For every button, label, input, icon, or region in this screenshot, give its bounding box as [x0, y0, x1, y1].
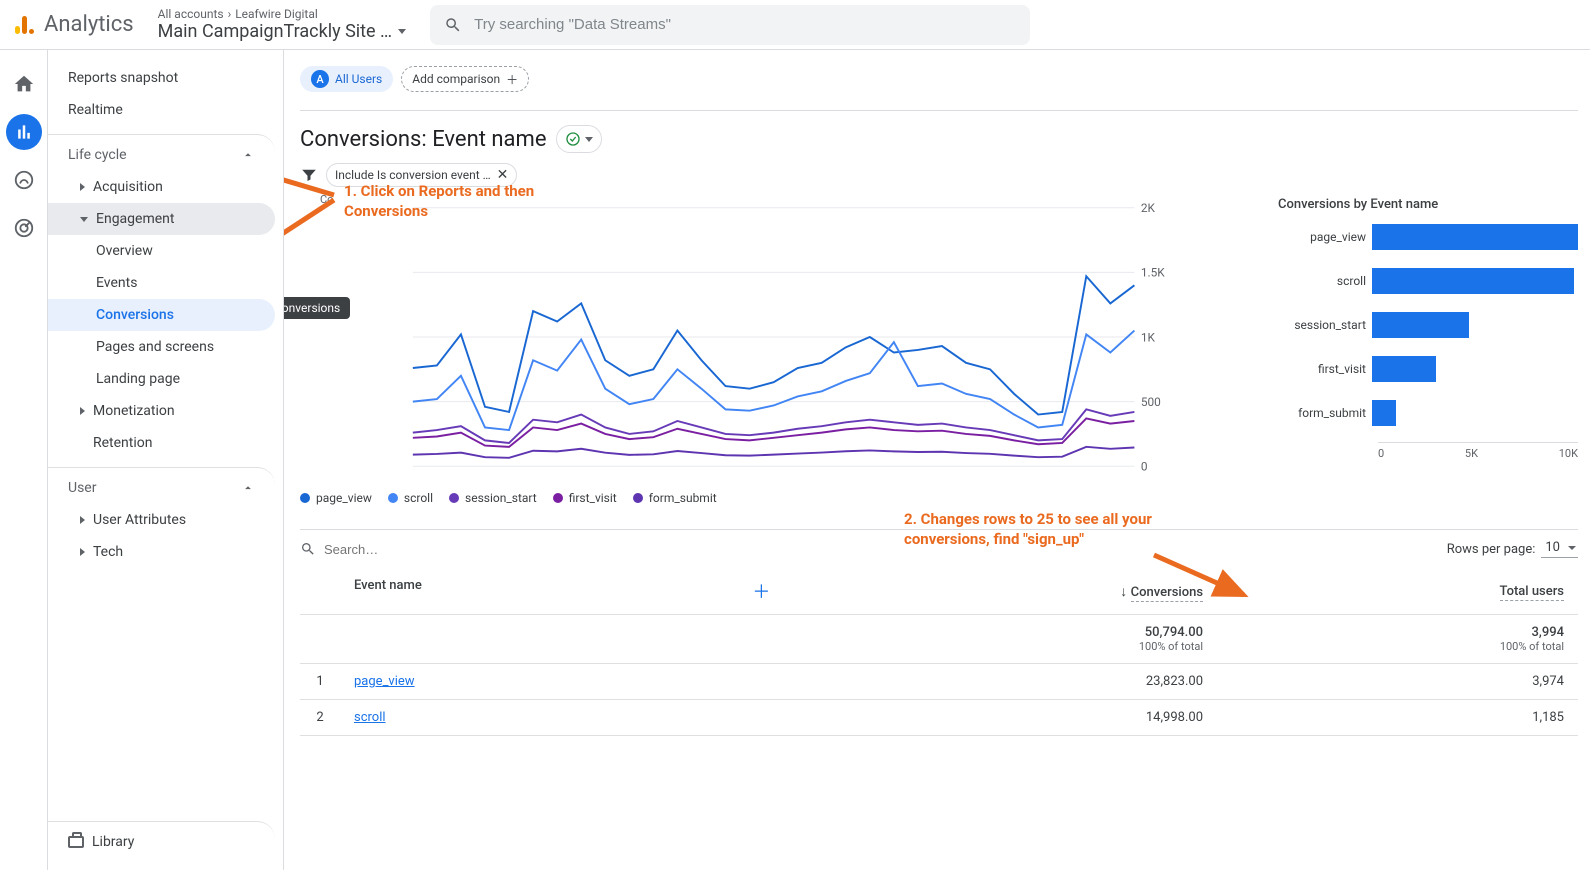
library-icon — [68, 836, 84, 848]
filter-text: Include Is conversion event … — [335, 168, 491, 182]
rail-explore-icon[interactable] — [6, 162, 42, 198]
rail-home-icon[interactable] — [6, 66, 42, 102]
close-icon[interactable]: ✕ — [497, 167, 509, 183]
line-chart: 2K 1.5K 1K 500 0 — [300, 197, 1258, 477]
nav-realtime[interactable]: Realtime — [48, 94, 275, 126]
expand-icon — [80, 548, 85, 556]
expand-icon — [80, 516, 85, 524]
th-event[interactable]: Event name ＋ — [340, 568, 784, 615]
checkmark-dropdown[interactable] — [556, 125, 602, 153]
bar-scroll[interactable]: scroll — [1278, 266, 1578, 296]
expand-icon — [80, 407, 85, 415]
nav-acquisition[interactable]: Acquisition — [48, 171, 275, 203]
nav-monetization[interactable]: Monetization — [48, 395, 275, 427]
bar-chart: page_view scroll session_start first_vis… — [1278, 222, 1578, 428]
bar-chart-axis: 05K10K — [1378, 442, 1578, 460]
svg-text:2K: 2K — [1141, 201, 1156, 215]
th-users[interactable]: Total users — [1217, 568, 1578, 615]
search-icon — [300, 541, 316, 557]
nav-section-lifecycle[interactable]: Life cycle — [48, 134, 275, 171]
filter-icon[interactable] — [300, 166, 318, 184]
rows-per-page-value[interactable]: 10 — [1541, 540, 1578, 558]
global-search[interactable] — [430, 5, 1030, 45]
table-search-input[interactable] — [324, 542, 544, 557]
page-title: Conversions: Event name — [300, 127, 546, 152]
rail-reports-icon[interactable] — [6, 114, 42, 150]
event-link[interactable]: scroll — [354, 710, 386, 725]
global-search-input[interactable] — [474, 16, 1016, 33]
table-row[interactable]: 2 scroll 14,998.00 1,185 — [300, 700, 1578, 736]
nav-tech[interactable]: Tech — [48, 536, 275, 568]
legend-item-scroll[interactable]: scroll — [388, 491, 433, 505]
nav-user-attributes[interactable]: User Attributes — [48, 504, 275, 536]
totals-row: 50,794.00100% of total 3,994100% of tota… — [300, 615, 1578, 664]
search-icon — [444, 16, 462, 34]
dropdown-caret-icon — [585, 137, 593, 142]
bar-form_submit[interactable]: form_submit — [1278, 398, 1578, 428]
nav-section-user-label: User — [68, 480, 96, 496]
nav-retention[interactable]: Retention — [48, 427, 275, 459]
account-breadcrumb[interactable]: All accounts › Leafwire Digital — [158, 7, 406, 21]
table-row[interactable]: 1 page_view 23,823.00 3,974 — [300, 664, 1578, 700]
th-conversions[interactable]: ↓ Conversions — [784, 568, 1217, 615]
account-name-text: Main CampaignTrackly Site … — [158, 21, 392, 42]
brand-name: Analytics — [44, 12, 134, 37]
svg-text:500: 500 — [1141, 395, 1161, 409]
chevron-right-icon: › — [228, 7, 232, 21]
svg-text:1.5K: 1.5K — [1141, 266, 1165, 280]
chip-add-comparison[interactable]: Add comparison ＋ — [401, 66, 529, 92]
collapse-icon — [80, 217, 88, 222]
legend-item-session_start[interactable]: session_start — [449, 491, 537, 505]
svg-text:1K: 1K — [1141, 330, 1156, 344]
bar-first_visit[interactable]: first_visit — [1278, 354, 1578, 384]
filter-pill[interactable]: Include Is conversion event … ✕ — [326, 163, 517, 187]
nav-engagement[interactable]: Engagement — [48, 203, 275, 235]
analytics-logo-icon — [12, 13, 36, 37]
nav-landing-page[interactable]: Landing page — [48, 363, 275, 395]
nav-pages-screens[interactable]: Pages and screens — [48, 331, 275, 363]
account-child[interactable]: Leafwire Digital — [235, 7, 318, 21]
chip-letter-a: A — [311, 70, 329, 88]
checkmark-circle-icon — [565, 131, 581, 147]
rows-per-page[interactable]: Rows per page: 10 — [1447, 540, 1578, 558]
expand-icon — [80, 183, 85, 191]
nav-section-user[interactable]: User — [48, 467, 275, 504]
dropdown-caret-icon — [398, 29, 406, 34]
nav-library[interactable]: Library — [48, 821, 275, 858]
rail-advertising-icon[interactable] — [6, 210, 42, 246]
nav-overview[interactable]: Overview — [48, 235, 275, 267]
axis-corner-label: Co — [320, 193, 333, 206]
event-link[interactable]: page_view — [354, 674, 415, 689]
nav-reports-snapshot[interactable]: Reports snapshot — [48, 62, 275, 94]
chip-all-users[interactable]: A All Users — [300, 66, 393, 92]
legend-item-page_view[interactable]: page_view — [300, 491, 372, 505]
chevron-up-icon — [241, 148, 255, 162]
add-column-icon[interactable]: ＋ — [752, 578, 770, 604]
line-chart-legend: page_view scroll session_start first_visit f… — [300, 491, 1258, 505]
bar-chart-title: Conversions by Event name — [1278, 197, 1578, 212]
nav-events[interactable]: Events — [48, 267, 275, 299]
legend-item-form_submit[interactable]: form_submit — [633, 491, 717, 505]
tooltip-conversions: Conversions — [284, 297, 350, 319]
chevron-up-icon — [241, 481, 255, 495]
rows-per-page-label: Rows per page: — [1447, 542, 1536, 557]
nav-conversions[interactable]: Conversions — [48, 299, 275, 331]
plus-icon: ＋ — [506, 71, 518, 88]
account-parent[interactable]: All accounts — [158, 7, 224, 21]
legend-item-first_visit[interactable]: first_visit — [553, 491, 617, 505]
bar-session_start[interactable]: session_start — [1278, 310, 1578, 340]
account-selector[interactable]: Main CampaignTrackly Site … — [158, 21, 406, 42]
bar-page_view[interactable]: page_view — [1278, 222, 1578, 252]
svg-text:0: 0 — [1141, 460, 1148, 474]
nav-section-lifecycle-label: Life cycle — [68, 147, 127, 163]
data-table: Event name ＋ ↓ Conversions Total users 5… — [300, 568, 1578, 736]
